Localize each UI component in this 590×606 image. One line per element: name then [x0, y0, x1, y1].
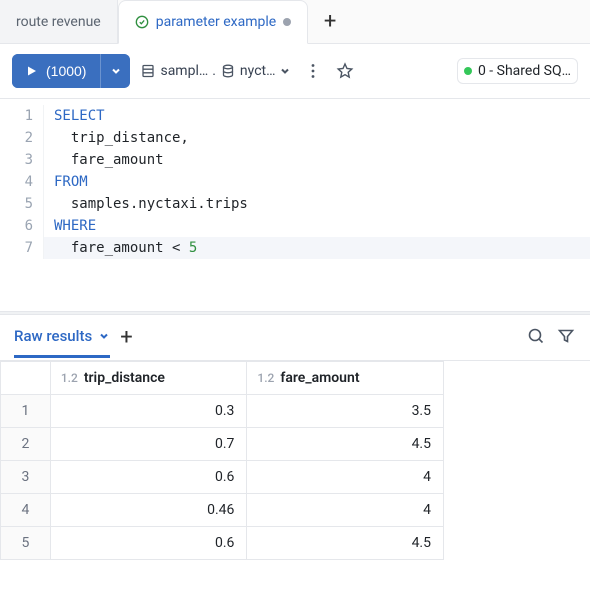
- table-cell: 0.7: [50, 428, 247, 461]
- table-cell: 0.46: [50, 494, 247, 527]
- table-cell: 0.3: [50, 395, 247, 428]
- code-line: 1SELECT: [0, 105, 590, 127]
- type-tag: 1.2: [257, 371, 274, 385]
- code-content: fare_amount: [44, 149, 590, 171]
- line-number: 4: [0, 171, 44, 193]
- code-line: 5 samples.nyctaxi.trips: [0, 193, 590, 215]
- tab-route-revenue[interactable]: route revenue: [0, 0, 118, 43]
- code-content: samples.nyctaxi.trips: [44, 193, 590, 215]
- column-header[interactable]: 1.2 trip_distance: [50, 362, 247, 395]
- tab-parameter-example[interactable]: parameter example: [118, 0, 308, 44]
- status-dot-icon: [464, 67, 472, 75]
- results-tab-label: Raw results: [14, 327, 92, 345]
- play-icon: [26, 65, 38, 77]
- run-button-group: (1000): [12, 54, 130, 88]
- toolbar: (1000) sampl… . nyct… 0 - Shared SQ…: [0, 44, 590, 99]
- table-cell: 4: [247, 461, 444, 494]
- table-row[interactable]: 20.74.5: [1, 428, 444, 461]
- line-number: 7: [0, 237, 44, 259]
- column-header[interactable]: 1.2 fare_amount: [247, 362, 444, 395]
- kebab-icon: [304, 62, 322, 80]
- table-row[interactable]: 50.64.5: [1, 527, 444, 560]
- code-content: WHERE: [44, 215, 590, 237]
- chevron-down-icon: [279, 65, 291, 77]
- code-content: fare_amount < 5: [44, 237, 590, 259]
- results-table: 1.2trip_distance 1.2fare_amount 10.33.52…: [0, 361, 444, 560]
- type-tag: 1.2: [61, 371, 78, 385]
- table-row[interactable]: 40.464: [1, 494, 444, 527]
- line-number: 5: [0, 193, 44, 215]
- row-index: 4: [1, 494, 51, 527]
- column-name: fare_amount: [280, 370, 359, 386]
- catalog-icon: [140, 63, 156, 79]
- search-results-button[interactable]: [526, 326, 546, 360]
- run-button[interactable]: (1000): [12, 54, 100, 88]
- code-content: trip_distance,: [44, 127, 590, 149]
- kebab-menu-button[interactable]: [301, 59, 325, 83]
- search-icon: [526, 326, 546, 346]
- row-index: 2: [1, 428, 51, 461]
- table-cell: 3.5: [247, 395, 444, 428]
- row-index: 5: [1, 527, 51, 560]
- line-number: 3: [0, 149, 44, 171]
- results-tab[interactable]: Raw results: [14, 327, 110, 358]
- run-dropdown-button[interactable]: [100, 54, 130, 88]
- line-number: 1: [0, 105, 44, 127]
- add-visualization-button[interactable]: +: [120, 325, 132, 360]
- table-cell: 4.5: [247, 428, 444, 461]
- run-count: (1000): [46, 63, 86, 79]
- code-content: SELECT: [44, 105, 590, 127]
- favorite-button[interactable]: [333, 59, 357, 83]
- tab-label: parameter example: [156, 14, 276, 30]
- catalog-separator: .: [212, 63, 216, 79]
- results-bar: Raw results +: [0, 315, 590, 360]
- table-corner: [1, 362, 51, 395]
- table-header-row: 1.2 trip_distance 1.2 fare_amount: [1, 362, 444, 395]
- schema-label: nyct…: [240, 63, 276, 79]
- database-icon: [220, 63, 236, 79]
- check-circle-icon: [135, 15, 149, 29]
- chevron-down-icon: [110, 65, 122, 77]
- code-line: 4FROM: [0, 171, 590, 193]
- table-row[interactable]: 10.33.5: [1, 395, 444, 428]
- column-name: trip_distance: [84, 370, 165, 386]
- code-line: 3 fare_amount: [0, 149, 590, 171]
- sql-editor[interactable]: 1SELECT2 trip_distance,3 fare_amount4FRO…: [0, 99, 590, 271]
- code-line: 2 trip_distance,: [0, 127, 590, 149]
- filter-icon: [556, 326, 576, 346]
- catalog-label: sampl…: [160, 63, 208, 79]
- cluster-selector[interactable]: 0 - Shared SQ…: [457, 58, 578, 84]
- code-content: FROM: [44, 171, 590, 193]
- table-cell: 0.6: [50, 461, 247, 494]
- star-icon: [336, 62, 354, 80]
- catalog-selector[interactable]: sampl… . nyct…: [138, 59, 293, 83]
- filter-results-button[interactable]: [556, 326, 576, 360]
- line-number: 2: [0, 127, 44, 149]
- dirty-indicator-icon: [283, 18, 291, 26]
- new-tab-button[interactable]: +: [308, 0, 352, 43]
- table-cell: 4.5: [247, 527, 444, 560]
- line-number: 6: [0, 215, 44, 237]
- row-index: 1: [1, 395, 51, 428]
- code-line: 6WHERE: [0, 215, 590, 237]
- code-line: 7 fare_amount < 5: [0, 237, 590, 259]
- tab-label: route revenue: [16, 14, 101, 30]
- table-cell: 4: [247, 494, 444, 527]
- table-row[interactable]: 30.64: [1, 461, 444, 494]
- table-cell: 0.6: [50, 527, 247, 560]
- chevron-down-icon: [98, 330, 110, 342]
- row-index: 3: [1, 461, 51, 494]
- tab-bar: route revenue parameter example +: [0, 0, 590, 44]
- cluster-label: 0 - Shared SQ…: [478, 63, 571, 79]
